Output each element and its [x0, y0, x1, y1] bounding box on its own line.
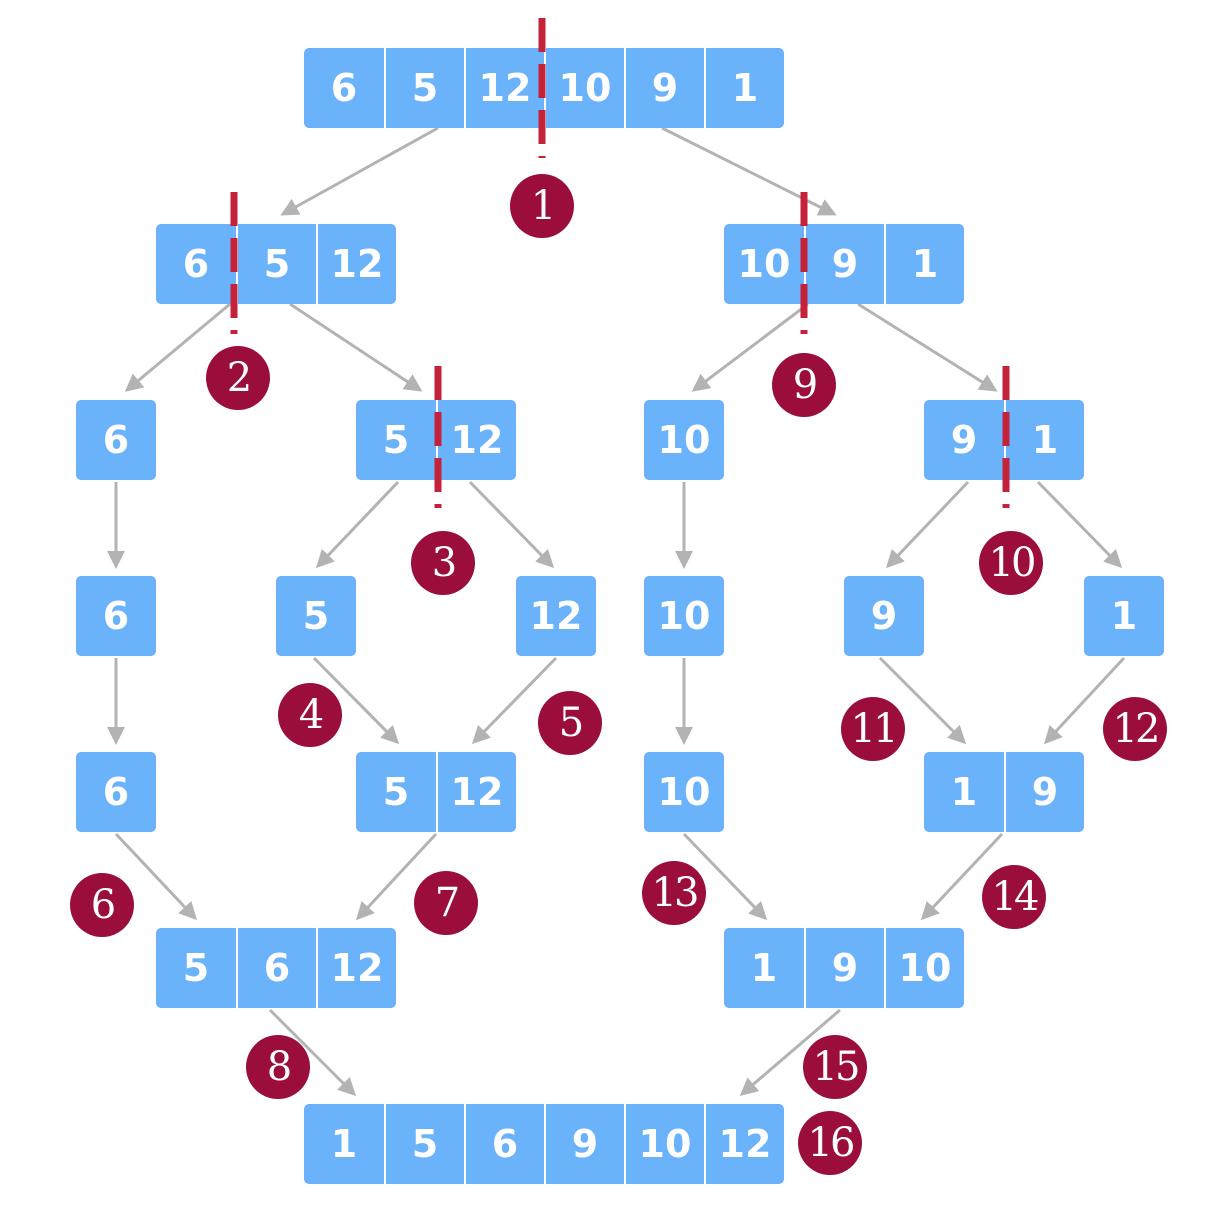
- array-cell: 5: [382, 418, 410, 462]
- arrow-15: [471, 656, 558, 745]
- array-cell: 12: [704, 1104, 784, 1184]
- array-final: 1 5 6 9 10 12: [304, 1104, 784, 1184]
- arrow-6: [857, 302, 998, 392]
- array-cell: 5: [382, 770, 410, 814]
- step-number-badge: 6: [70, 873, 134, 937]
- step-number-badge: 4: [278, 683, 342, 747]
- array-cell: 9: [544, 1104, 624, 1184]
- array-l-6-b: 6: [76, 576, 156, 656]
- array-l-6-c: 6: [76, 752, 156, 832]
- arrow-4: [289, 302, 423, 392]
- array-r-10: 10: [644, 400, 724, 480]
- step-number-badge: 1: [510, 174, 574, 238]
- array-cell: 9: [624, 48, 704, 128]
- array-r-9: 9: [844, 576, 924, 656]
- array-cell: 5: [384, 48, 464, 128]
- arrow-20: [355, 832, 438, 921]
- arrow-22: [920, 832, 1004, 921]
- array-cell: 10: [884, 928, 964, 1008]
- step-number-badge: 5: [538, 691, 602, 755]
- array-cell: 6: [464, 1104, 544, 1184]
- arrow-24: [739, 1008, 841, 1096]
- arrow-19: [114, 832, 198, 921]
- arrow-17: [878, 656, 967, 745]
- array-l-6: 6: [76, 400, 156, 480]
- array-r-10-b: 10: [644, 576, 724, 656]
- array-cell: 5: [302, 594, 330, 638]
- array-cell: 12: [316, 928, 396, 1008]
- array-root: 6 5 12 10 9 1: [304, 48, 784, 128]
- arrow-14: [312, 656, 400, 745]
- step-number-badge: 2: [206, 346, 270, 410]
- array-cell: 6: [102, 594, 130, 638]
- array-right-merged: 1 9 10: [724, 928, 964, 1008]
- array-cell: 12: [529, 594, 583, 638]
- array-cell: 1: [1110, 594, 1138, 638]
- array-cell: 10: [737, 242, 791, 286]
- arrow-21: [682, 832, 768, 921]
- arrow-11: [885, 480, 970, 569]
- array-cell: 1: [950, 770, 978, 814]
- array-cell: 6: [330, 66, 358, 110]
- array-cell: 6: [102, 770, 130, 814]
- array-cell: 10: [657, 594, 711, 638]
- arrow-3: [124, 302, 231, 392]
- step-number-badge: 12: [1103, 697, 1167, 761]
- array-cell: 1: [704, 48, 784, 128]
- array-cell: 12: [464, 48, 544, 128]
- step-number-badge: 9: [772, 353, 836, 417]
- array-cell: 9: [1004, 752, 1084, 832]
- array-r-1: 1: [1084, 576, 1164, 656]
- arrow-12: [1036, 480, 1123, 569]
- array-cell: 1: [330, 1122, 358, 1166]
- array-cell: 9: [950, 418, 978, 462]
- arrow-1: [280, 126, 439, 216]
- array-cell: 10: [624, 1104, 704, 1184]
- array-l-5: 5: [276, 576, 356, 656]
- array-cell: 9: [804, 928, 884, 1008]
- array-l-merged-5-12: 5 12: [356, 752, 516, 832]
- array-l-12: 12: [516, 576, 596, 656]
- arrow-5: [691, 302, 809, 392]
- arrow-8: [315, 480, 400, 569]
- array-right-half: 10 9 1: [724, 224, 964, 304]
- step-number-badge: 3: [411, 531, 475, 595]
- array-cell: 6: [182, 242, 210, 286]
- array-cell: 12: [436, 752, 516, 832]
- step-number-badge: 7: [414, 871, 478, 935]
- array-left-half: 6 5 12: [156, 224, 396, 304]
- array-left-merged: 5 6 12: [156, 928, 396, 1008]
- step-number-badge: 11: [841, 697, 905, 761]
- step-number-badge: 13: [642, 861, 706, 925]
- array-cell: 6: [102, 418, 130, 462]
- step-number-badge: 14: [982, 865, 1046, 929]
- array-cell: 12: [316, 224, 396, 304]
- array-cell: 9: [870, 594, 898, 638]
- array-cell: 5: [384, 1104, 464, 1184]
- array-cell: 10: [657, 770, 711, 814]
- step-number-badge: 8: [246, 1035, 310, 1099]
- step-number-badge: 10: [979, 531, 1043, 595]
- array-cell: 5: [182, 946, 210, 990]
- step-number-badge: 16: [798, 1111, 862, 1175]
- arrow-23: [268, 1008, 357, 1097]
- array-cell: 10: [657, 418, 711, 462]
- array-r-10-c: 10: [644, 752, 724, 832]
- array-cell: 1: [750, 946, 778, 990]
- array-cell: 1: [884, 224, 964, 304]
- step-number-badge: 15: [803, 1035, 867, 1099]
- arrow-18: [1043, 656, 1126, 745]
- array-cell: 6: [236, 928, 316, 1008]
- arrow-9: [468, 480, 555, 569]
